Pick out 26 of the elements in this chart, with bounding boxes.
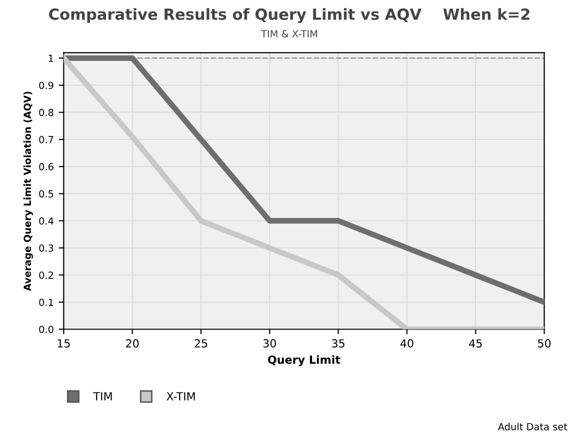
x-tick-label: 20 bbox=[126, 339, 139, 348]
y-tick-label: 0.7 bbox=[39, 136, 54, 144]
y-tick-label: 0.5 bbox=[39, 190, 54, 198]
x-tick-label: 50 bbox=[538, 339, 551, 348]
x-tick-label: 30 bbox=[263, 339, 276, 348]
x-axis-title: Query Limit bbox=[268, 355, 340, 366]
chart-title: Comparative Results of Query Limit vs AQV When k=2 bbox=[49, 8, 530, 24]
text: Adult Data set bbox=[498, 422, 568, 430]
y-tick-label: 0.6 bbox=[39, 163, 54, 170]
chart-subtitle: TIM & X-TIM bbox=[261, 30, 318, 38]
y-tick-label: 0.9 bbox=[39, 82, 54, 90]
y-tick-label: 0.3 bbox=[39, 244, 54, 252]
y-tick-label: 0.2 bbox=[39, 272, 53, 279]
legend-label: X-TIM bbox=[166, 392, 195, 400]
x-tick-label: 25 bbox=[194, 339, 208, 348]
y-tick-label: 1 bbox=[48, 54, 54, 62]
y-tick-label: 0.4 bbox=[39, 217, 54, 225]
x-tick-label: 15 bbox=[58, 339, 70, 348]
x-tick-label: 35 bbox=[332, 339, 344, 348]
y-axis-title: Average Query Limit Violation (AQV) bbox=[23, 92, 33, 291]
y-tick-label: 0.0 bbox=[39, 326, 54, 334]
legend-label: TIM bbox=[93, 392, 112, 400]
y-tick-label: 0.8 bbox=[39, 108, 54, 116]
x-tick-label: 40 bbox=[400, 339, 414, 348]
y-tick-label: 0.1 bbox=[39, 298, 54, 306]
x-tick-label: 45 bbox=[469, 339, 482, 348]
